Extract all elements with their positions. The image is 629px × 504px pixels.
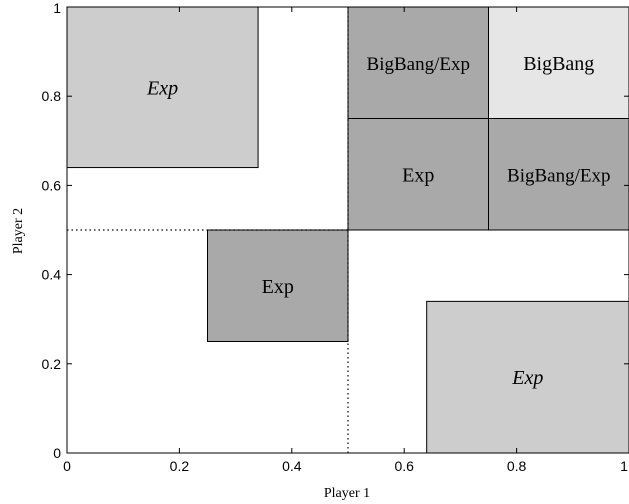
x-tick-label: 0.8 [507, 458, 527, 474]
y-tick-label: 0.6 [42, 177, 62, 193]
y-tick-label: 0 [53, 445, 61, 461]
y-axis-label: Player 2 [11, 208, 26, 254]
x-tick-label: 0 [63, 458, 71, 474]
x-tick-label: 1 [620, 458, 628, 474]
region-label-6: BigBang [523, 53, 594, 75]
x-tick-label: 0.6 [394, 458, 414, 474]
region-label-5: BigBang/Exp [507, 165, 610, 186]
y-tick-label: 0.8 [42, 88, 62, 104]
region-label-3: Exp [402, 164, 434, 186]
x-axis-label: Player 1 [324, 486, 370, 501]
x-tick-label: 0.2 [170, 458, 190, 474]
region-label-1: Exp [511, 367, 543, 389]
y-tick-label: 0.4 [42, 267, 62, 283]
x-tick-label: 0.4 [282, 458, 302, 474]
y-tick-label: 1 [53, 0, 61, 16]
y-tick-label: 0.2 [42, 356, 62, 372]
region-label-4: BigBang/Exp [367, 54, 470, 75]
region-label-0: Exp [146, 77, 178, 99]
region-label-2: Exp [262, 276, 294, 298]
